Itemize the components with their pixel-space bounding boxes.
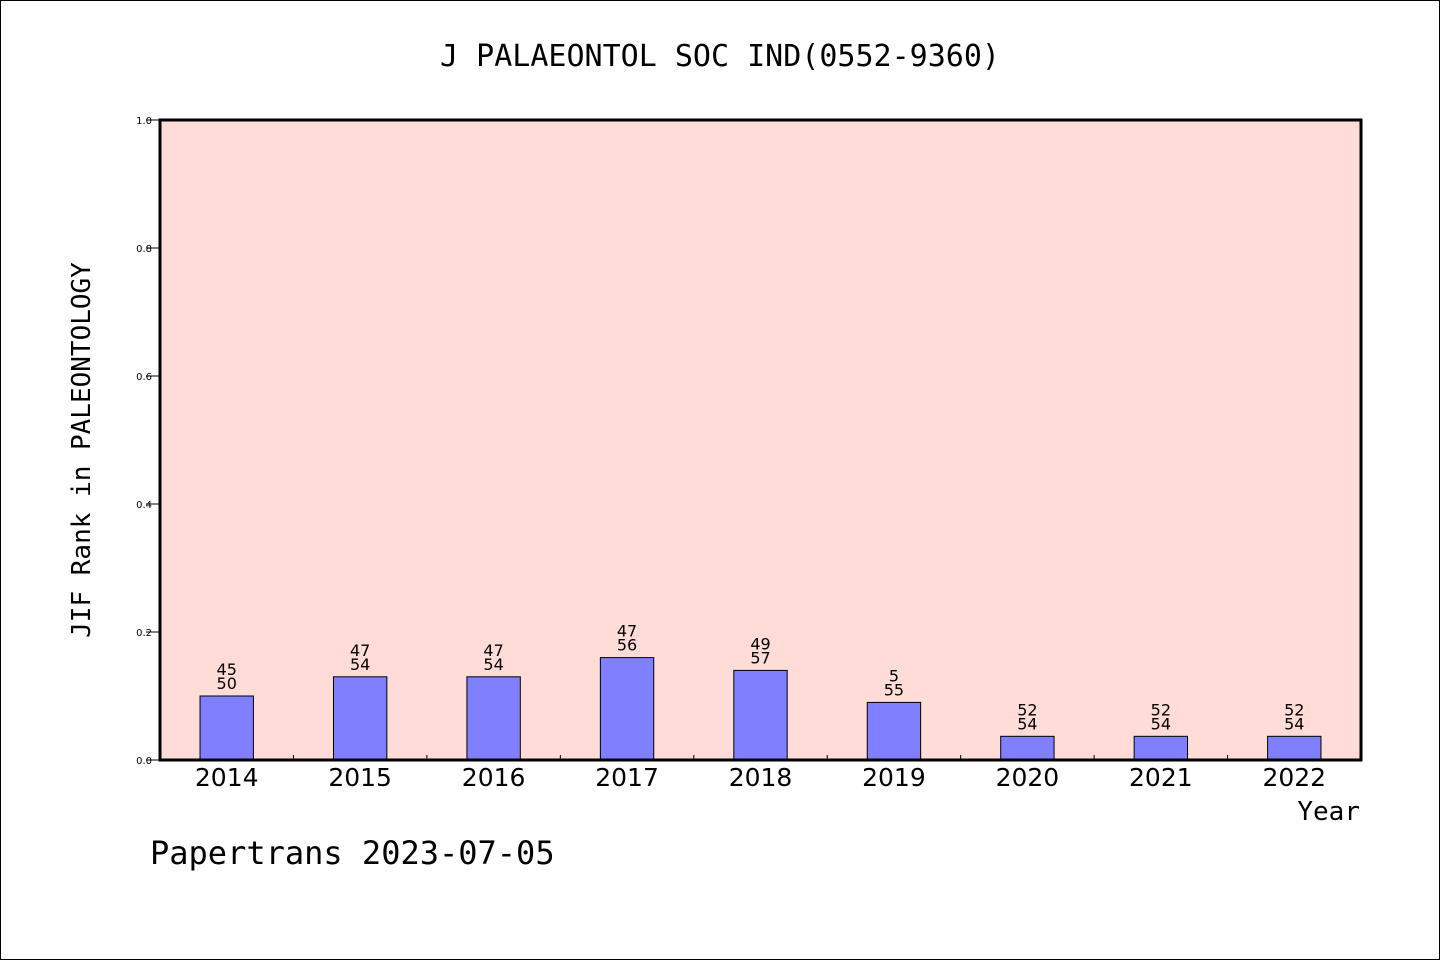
y-tick-label: 0.8 xyxy=(136,244,152,255)
total-label: 54 xyxy=(1284,714,1304,733)
total-label: 54 xyxy=(1017,714,1037,733)
total-label: 54 xyxy=(350,655,370,674)
x-tick-label: 2017 xyxy=(595,763,659,792)
x-tick-label: 2015 xyxy=(328,763,392,792)
rank-label: 47 xyxy=(483,641,503,660)
rank-label: 49 xyxy=(750,634,770,653)
y-axis-label: JIF Rank in PALEONTOLOGY xyxy=(67,262,97,638)
plot-area xyxy=(160,120,1361,760)
x-tick-label: 2016 xyxy=(462,763,526,792)
rank-label: 52 xyxy=(1017,700,1037,719)
y-tick-label: 0.6 xyxy=(136,372,152,383)
plot-border xyxy=(158,118,1363,762)
bar-2022 xyxy=(1267,735,1322,761)
x-tick-label: 2021 xyxy=(1129,763,1193,792)
chart-title: J PALAEONTOL SOC IND(0552-9360) xyxy=(440,39,1000,74)
bar-2019 xyxy=(866,701,922,761)
total-label: 56 xyxy=(617,636,637,655)
bar-series xyxy=(199,657,1322,761)
total-label: 54 xyxy=(483,655,503,674)
y-tick-label: 1.0 xyxy=(136,116,152,127)
x-tick-label: 2018 xyxy=(729,763,793,792)
bar-2021 xyxy=(1133,735,1189,761)
x-tick-label: 2022 xyxy=(1262,763,1326,792)
watermark-text: Papertrans 2023-07-05 xyxy=(150,834,555,872)
x-axis: 2014 2015 2016 2017 2018 2019 2020 2021 2022 xyxy=(195,755,1326,792)
bar-2015 xyxy=(332,676,388,761)
bar-2018 xyxy=(733,669,788,761)
bar-2017 xyxy=(599,657,655,761)
y-tick-label: 0.4 xyxy=(136,500,152,511)
total-label: 54 xyxy=(1151,714,1171,733)
x-tick-label: 2020 xyxy=(996,763,1060,792)
total-label: 50 xyxy=(217,674,237,693)
y-axis: 0.0 0.2 0.4 0.6 0.8 1.0 xyxy=(136,116,160,767)
y-tick-label: 0.0 xyxy=(136,756,152,767)
rank-label: 47 xyxy=(350,641,370,660)
total-label: 55 xyxy=(884,680,904,699)
rank-label: 47 xyxy=(617,622,637,641)
rank-label: 52 xyxy=(1151,700,1171,719)
bar-2016 xyxy=(466,676,521,761)
x-axis-label: Year xyxy=(1297,797,1360,827)
rank-label: 45 xyxy=(217,660,237,679)
x-tick-label: 2019 xyxy=(862,763,926,792)
x-tick-label: 2014 xyxy=(195,763,259,792)
rank-label: 52 xyxy=(1284,700,1304,719)
bar-2014 xyxy=(199,695,254,761)
total-label: 57 xyxy=(750,648,770,667)
rank-label: 5 xyxy=(889,666,899,685)
bar-2020 xyxy=(1000,735,1055,761)
y-tick-label: 0.2 xyxy=(136,628,152,639)
